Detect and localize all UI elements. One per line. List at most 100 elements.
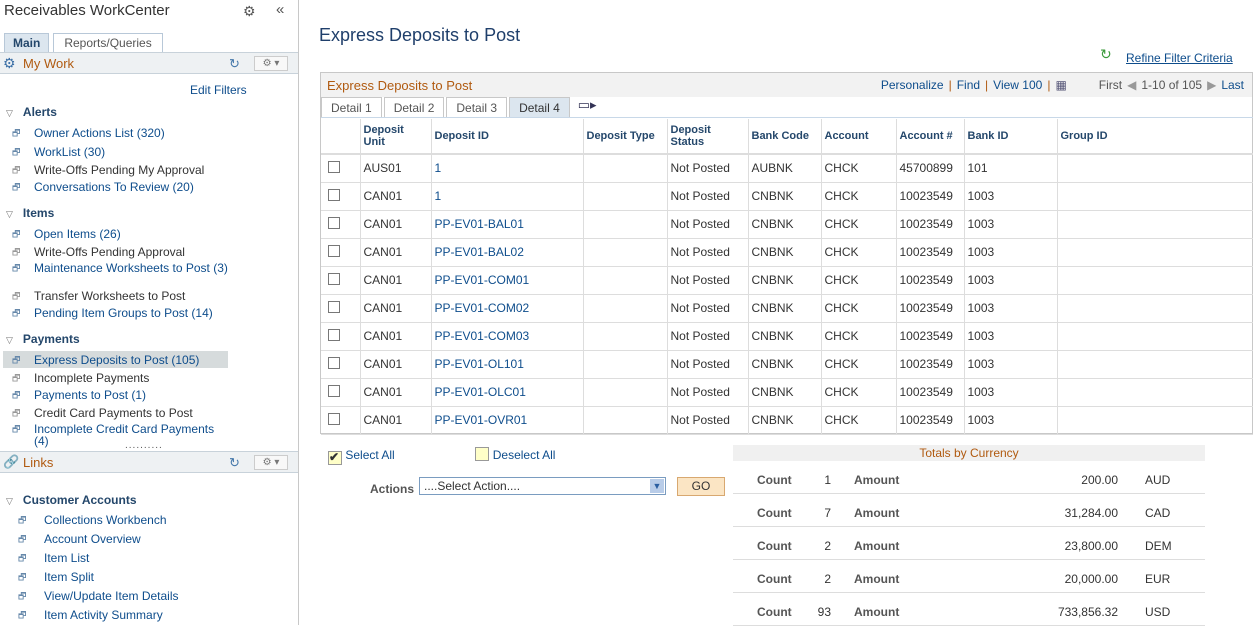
row-checkbox[interactable] xyxy=(328,160,340,173)
workcenter-title: Receivables WorkCenter xyxy=(4,2,170,19)
cell xyxy=(1056,182,1253,211)
sidebar-item[interactable]: 🗗 Maintenance Worksheets to Post (3) xyxy=(12,261,228,275)
row-checkbox[interactable] xyxy=(328,244,340,257)
link-item[interactable]: 🗗 Account Overview xyxy=(18,532,141,546)
row-checkbox[interactable] xyxy=(328,328,340,341)
row-checkbox[interactable] xyxy=(328,384,340,397)
link-item[interactable]: 🗗 Item List xyxy=(18,551,90,565)
sidebar-item[interactable]: 🗗 Incomplete Credit Card Payments (4) xyxy=(12,422,215,448)
window-icon: 🗗 xyxy=(12,128,21,138)
column-header[interactable]: Deposit ID xyxy=(430,119,583,155)
gear-icon[interactable]: ⚙ xyxy=(243,3,256,19)
cell[interactable]: PP-EV01-BAL02 xyxy=(430,238,583,267)
next-icon[interactable]: ▶ xyxy=(1207,78,1217,92)
tab-detail-2[interactable]: Detail 2 xyxy=(383,97,445,117)
cell[interactable]: 1 xyxy=(430,182,583,211)
column-header[interactable]: Account xyxy=(820,119,896,155)
collapse-icon[interactable]: « xyxy=(276,1,285,18)
tab-main[interactable]: Main xyxy=(4,33,50,52)
tab-detail-1[interactable]: Detail 1 xyxy=(321,97,382,117)
cell: CHCK xyxy=(820,238,896,267)
tab-detail-4[interactable]: Detail 4 xyxy=(509,97,570,117)
cell: Not Posted xyxy=(666,406,748,435)
sidebar-item[interactable]: 🗗 Open Items (26) xyxy=(12,227,121,241)
column-header[interactable]: Bank ID xyxy=(963,119,1057,155)
pagelet-options-button[interactable]: ⚙ ▾ xyxy=(254,455,288,470)
cell: CNBNK xyxy=(747,182,821,211)
find-link[interactable]: Find xyxy=(956,78,981,92)
cell[interactable]: PP-EV01-COM01 xyxy=(430,266,583,295)
cell[interactable]: PP-EV01-OLC01 xyxy=(430,378,583,407)
select-all-checkbox[interactable]: ✔ xyxy=(328,451,342,465)
column-header[interactable]: Group ID xyxy=(1056,119,1253,155)
last-link[interactable]: Last xyxy=(1221,78,1244,92)
show-all-columns-icon[interactable]: ▭▸ xyxy=(577,97,597,112)
go-button[interactable]: GO xyxy=(677,477,725,496)
select-all-link[interactable]: Select All xyxy=(345,448,395,462)
section-alerts[interactable]: ▽ Alerts xyxy=(6,105,57,119)
window-icon: 🗗 xyxy=(12,182,21,192)
cell[interactable]: PP-EV01-COM02 xyxy=(430,294,583,323)
section-payments[interactable]: ▽ Payments xyxy=(6,332,80,346)
sidebar-item[interactable]: 🗗 Payments to Post (1) xyxy=(12,388,147,402)
column-header[interactable]: Bank Code xyxy=(747,119,821,155)
sidebar-item[interactable]: 🗗 Write-Offs Pending My Approval xyxy=(12,163,205,177)
view-100-link[interactable]: View 100 xyxy=(993,78,1043,92)
cell[interactable]: PP-EV01-OL101 xyxy=(430,350,583,379)
cell[interactable]: PP-EV01-OVR01 xyxy=(430,406,583,435)
section-items[interactable]: ▽ Items xyxy=(6,206,55,220)
cell: 1003 xyxy=(963,378,1057,407)
row-checkbox[interactable] xyxy=(328,412,340,425)
link-item[interactable]: 🗗 View/Update Item Details xyxy=(18,589,179,603)
link-item[interactable]: 🗗 Item Split xyxy=(18,570,95,584)
row-checkbox[interactable] xyxy=(328,356,340,369)
link-item[interactable]: 🗗 Item Activity Summary xyxy=(18,608,163,622)
tab-reports-queries[interactable]: Reports/Queries xyxy=(53,33,163,52)
column-header[interactable]: Deposit Type xyxy=(582,119,667,155)
deselect-all-checkbox[interactable] xyxy=(475,447,490,461)
first-label[interactable]: First xyxy=(1098,78,1123,92)
tab-detail-3[interactable]: Detail 3 xyxy=(446,97,508,117)
row-checkbox[interactable] xyxy=(328,188,340,201)
link-item[interactable]: 🗗 Collections Workbench xyxy=(18,513,167,527)
sidebar-item[interactable]: 🗗 WorkList (30) xyxy=(12,145,106,159)
row-checkbox[interactable] xyxy=(328,300,340,313)
section-customer-accounts[interactable]: ▽ Customer Accounts xyxy=(6,493,137,507)
actions-select[interactable]: ....Select Action.... ▼ xyxy=(419,477,666,495)
totals-by-currency: Totals by Currency Count 1 Amount 200.00 AUD… xyxy=(733,445,1205,626)
cell[interactable]: PP-EV01-COM03 xyxy=(430,322,583,351)
pagelet-options-button[interactable]: ⚙ ▾ xyxy=(254,56,288,71)
download-spreadsheet-icon[interactable]: ▦ xyxy=(1055,78,1067,92)
prev-icon[interactable]: ◀ xyxy=(1127,78,1137,92)
cell[interactable]: 1 xyxy=(430,154,583,183)
cell: CNBNK xyxy=(747,294,821,323)
sidebar-item[interactable]: 🗗 Pending Item Groups to Post (14) xyxy=(12,306,213,320)
sidebar-item[interactable]: 🗗 Write-Offs Pending Approval xyxy=(12,245,185,259)
sidebar-item[interactable]: 🗗 Incomplete Payments xyxy=(12,371,150,385)
refresh-icon[interactable]: ↻ xyxy=(229,455,240,470)
refine-filter-criteria-link[interactable]: Refine Filter Criteria xyxy=(1126,51,1233,65)
sidebar-item[interactable]: 🗗 Credit Card Payments to Post xyxy=(12,406,193,420)
window-icon: 🗗 xyxy=(18,591,27,601)
edit-filters-link[interactable]: Edit Filters xyxy=(190,83,247,97)
resize-handle[interactable]: .......... xyxy=(125,440,163,451)
cell xyxy=(582,154,667,183)
cell: Not Posted xyxy=(666,378,748,407)
column-header[interactable]: Deposit Unit xyxy=(359,119,431,155)
sidebar-item[interactable]: 🗗 Express Deposits to Post (105) xyxy=(3,351,228,368)
cell: CHCK xyxy=(820,210,896,239)
row-checkbox[interactable] xyxy=(328,272,340,285)
cell: 10023549 xyxy=(895,182,964,211)
totals-title: Totals by Currency xyxy=(733,445,1205,461)
column-header[interactable]: Deposit Status xyxy=(666,119,748,155)
column-header[interactable]: Account # xyxy=(895,119,964,155)
sidebar-item[interactable]: 🗗 Transfer Worksheets to Post xyxy=(12,289,186,303)
sidebar-item[interactable]: 🗗 Owner Actions List (320) xyxy=(12,126,165,140)
row-checkbox[interactable] xyxy=(328,216,340,229)
personalize-link[interactable]: Personalize xyxy=(880,78,944,92)
cell[interactable]: PP-EV01-BAL01 xyxy=(430,210,583,239)
refresh-icon[interactable]: ↻ xyxy=(229,56,240,71)
sidebar-item[interactable]: 🗗 Conversations To Review (20) xyxy=(12,180,194,194)
deselect-all-link[interactable]: Deselect All xyxy=(492,448,556,462)
refresh-green-icon[interactable]: ↻ xyxy=(1100,46,1112,62)
